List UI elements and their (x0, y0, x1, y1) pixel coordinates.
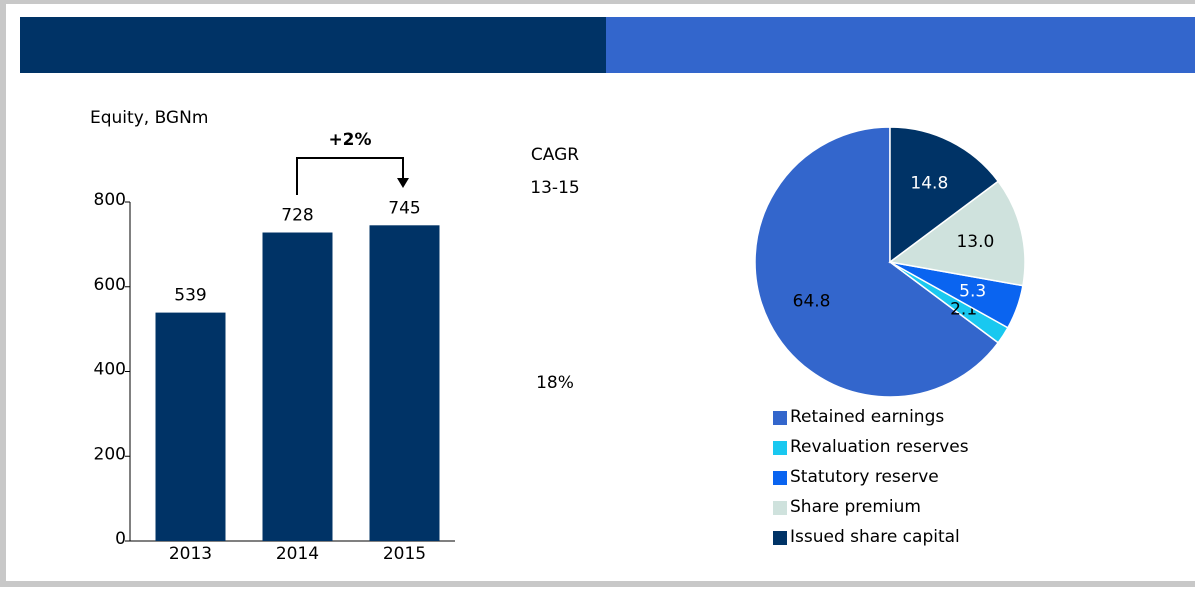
legend-label: Retained earnings (790, 407, 944, 427)
y-tick-label: 0 (115, 529, 126, 549)
legend-swatch (773, 411, 787, 425)
bar-value-label: 745 (388, 198, 420, 218)
y-tick-label: 600 (94, 275, 126, 295)
legend-swatch (773, 441, 787, 455)
legend-swatch (773, 501, 787, 515)
pie-slice (888, 180, 1026, 287)
growth-label: +2% (328, 130, 371, 150)
bar-value-label: 728 (281, 206, 313, 226)
cagr-value: 18% (536, 373, 574, 393)
y-axis-title: Equity, BGNm (90, 108, 208, 128)
legend-label: Statutory reserve (790, 467, 939, 487)
pie-slice (889, 126, 1000, 264)
y-tick-label: 200 (94, 444, 126, 464)
x-tick-label: 2015 (383, 544, 426, 564)
header-dark (20, 17, 606, 73)
legend-swatch (773, 471, 787, 485)
bar (155, 312, 226, 541)
bar (262, 232, 333, 541)
legend-label: Share premium (790, 497, 921, 517)
x-tick-label: 2013 (169, 544, 212, 564)
bar-value-label: 539 (174, 286, 206, 306)
cagr-label: CAGR (531, 145, 579, 165)
legend-label: Revaluation reserves (790, 437, 969, 457)
header-light (606, 17, 1195, 73)
growth-bracket (296, 157, 404, 195)
growth-arrow (397, 178, 409, 188)
slice-label: 14.8 (910, 174, 948, 194)
pie-slice (754, 126, 1000, 398)
cagr-period: 13-15 (530, 178, 579, 198)
slice-label: 5.3 (959, 281, 986, 301)
slice-label: 64.8 (793, 291, 831, 311)
x-tick-label: 2014 (276, 544, 319, 564)
y-tick-label: 800 (94, 190, 126, 210)
legend-label: Issued share capital (790, 527, 960, 547)
y-tick-label: 400 (94, 360, 126, 380)
slice-label: 13.0 (956, 232, 994, 252)
bar (369, 225, 440, 541)
legend-swatch (773, 531, 787, 545)
